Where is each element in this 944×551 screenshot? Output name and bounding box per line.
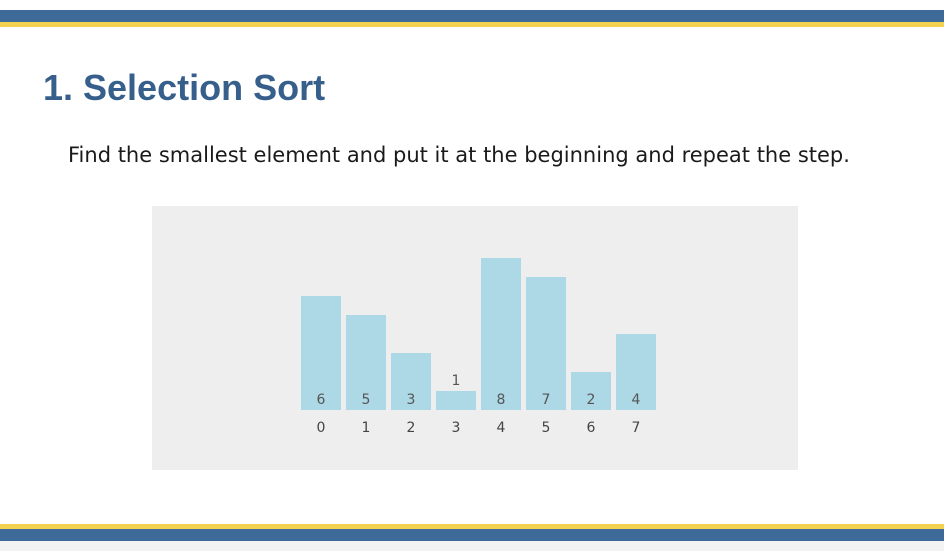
bar-value-label: 3 (407, 392, 416, 408)
bar-2 (391, 353, 431, 410)
index-tick-label: 7 (632, 420, 641, 436)
bar-6 (571, 372, 611, 410)
bar-3 (436, 391, 476, 410)
bar-value-label: 5 (362, 392, 371, 408)
top-blue-band (0, 10, 944, 22)
bar-chart-svg: 6 0 5 1 3 2 1 3 8 4 7 5 2 6 4 7 (301, 258, 656, 436)
bar-value-label: 8 (497, 392, 506, 408)
bar-1 (346, 315, 386, 410)
bottom-yellow-band (0, 524, 944, 529)
bar-value-label: 7 (542, 392, 551, 408)
bar-0 (301, 296, 341, 410)
slide-body-text: Find the smallest element and put it at … (68, 143, 850, 167)
bar-value-label: 1 (452, 373, 461, 389)
bar-value-label: 2 (587, 392, 596, 408)
bar-4 (481, 258, 521, 410)
index-tick-label: 4 (497, 420, 506, 436)
index-tick-label: 6 (587, 420, 596, 436)
index-tick-label: 3 (452, 420, 461, 436)
index-tick-label: 5 (542, 420, 551, 436)
bar-value-label: 4 (632, 392, 641, 408)
bar-7 (616, 334, 656, 410)
selection-sort-chart: 6 0 5 1 3 2 1 3 8 4 7 5 2 6 4 7 (152, 206, 798, 470)
index-tick-label: 2 (407, 420, 416, 436)
index-tick-label: 0 (317, 420, 326, 436)
top-yellow-band (0, 22, 944, 27)
bar-5 (526, 277, 566, 410)
bottom-blue-band (0, 529, 944, 541)
bar-value-label: 6 (317, 392, 326, 408)
bottom-margin (0, 541, 944, 551)
slide-title: 1. Selection Sort (43, 67, 326, 108)
index-tick-label: 1 (362, 420, 371, 436)
